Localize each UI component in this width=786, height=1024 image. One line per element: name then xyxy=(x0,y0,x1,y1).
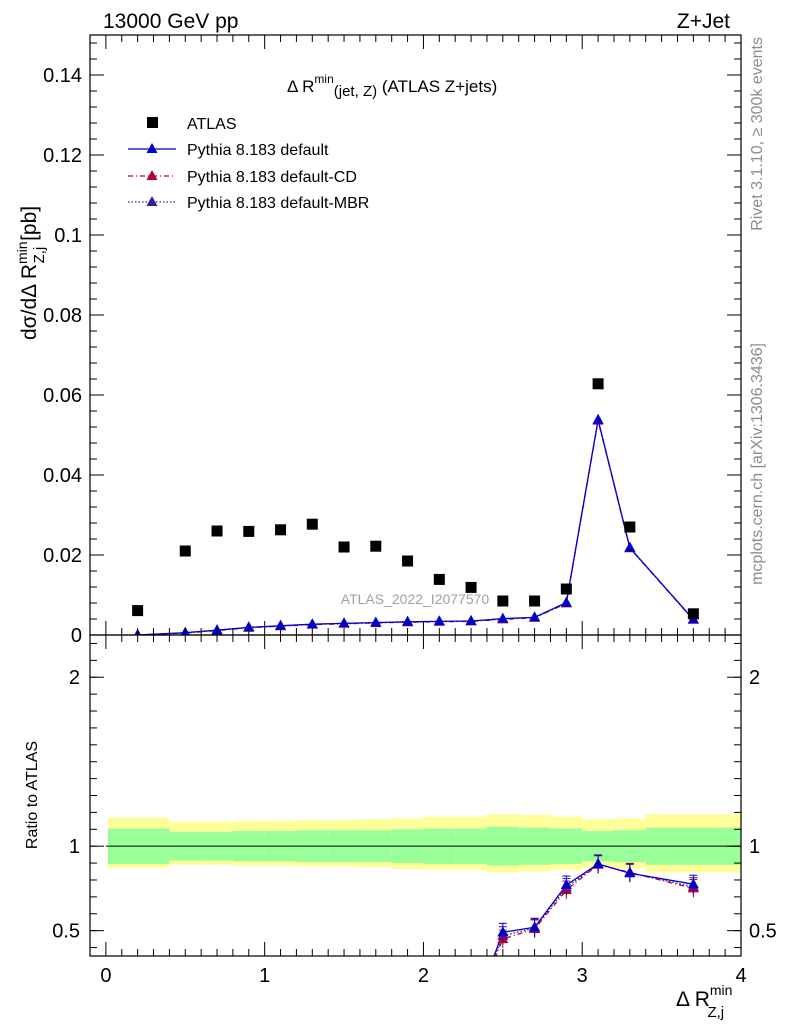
x-tick-label: 4 xyxy=(735,965,746,987)
legend: ATLAS Pythia 8.183 default Pythia 8.183 … xyxy=(128,116,369,212)
ratio-y-tick-label: 0.5 xyxy=(52,921,80,943)
main-point-atlas xyxy=(370,540,382,552)
main-point-atlas xyxy=(433,573,445,585)
main-plot-area xyxy=(132,378,699,635)
main-point-default xyxy=(306,618,318,629)
rivet-version-text: Rivet 3.1.10, ≥ 300k events xyxy=(749,37,766,231)
main-point-default xyxy=(243,621,255,632)
main-point-default xyxy=(624,541,636,552)
main-y-tick-label: 0.1 xyxy=(54,225,82,247)
ylabel-sub: Z,j xyxy=(31,247,48,264)
main-point-default xyxy=(529,611,541,622)
analysis-watermark: ATLAS_2022_I2077570 xyxy=(341,591,490,607)
ratio-point-default xyxy=(560,879,572,890)
main-point-default xyxy=(402,615,414,626)
main-point-atlas xyxy=(243,525,255,537)
ratio-point-default xyxy=(687,878,699,889)
ylabel-sup: min xyxy=(14,241,30,264)
main-point-default xyxy=(433,615,445,626)
x-tick-label: 2 xyxy=(418,965,429,987)
main-point-default xyxy=(592,413,604,424)
main-y-tick-label: 0.06 xyxy=(43,385,82,407)
ratio-point-default xyxy=(624,867,636,878)
ratio-y-axis-label: Ratio to ATLAS xyxy=(24,741,41,849)
ratio-y-tick-label-right: 1 xyxy=(749,836,760,858)
main-point-default xyxy=(560,596,572,607)
legend-label-cd: Pythia 8.183 default-CD xyxy=(187,169,357,186)
main-y-tick-label: 0.14 xyxy=(43,65,82,87)
main-point-atlas xyxy=(402,555,414,567)
main-point-atlas xyxy=(306,518,318,530)
ratio-series-line-mbr xyxy=(494,863,694,956)
ratio-y-tick-label: 1 xyxy=(69,836,80,858)
ratio-series-line-default xyxy=(493,863,694,956)
legend-marker-default xyxy=(146,143,158,153)
title-sup: min xyxy=(314,72,333,86)
main-y-tick-label: 0.02 xyxy=(43,545,82,567)
ylabel-post: [pb] xyxy=(18,206,41,247)
mcplots-reference-text: mcplots.cern.ch [arXiv:1306.3436] xyxy=(749,343,766,585)
x-axis-label: Δ Rmin Z,j xyxy=(676,982,732,1021)
main-point-atlas xyxy=(338,541,350,553)
main-y-axis-label: dσ/dΔ RminZ,j [pb] xyxy=(14,206,48,340)
x-tick-label: 3 xyxy=(577,965,588,987)
xlabel-main: Δ R xyxy=(676,988,710,1011)
main-point-default xyxy=(465,615,477,625)
ratio-plot-area xyxy=(105,814,741,956)
legend-label-mbr: Pythia 8.183 default-MBR xyxy=(187,195,369,212)
ratio-y-tick-label-right: 2 xyxy=(749,667,760,689)
legend-marker-atlas xyxy=(147,117,158,128)
main-point-atlas xyxy=(179,545,191,557)
main-point-atlas xyxy=(529,595,541,607)
main-point-atlas xyxy=(497,595,509,607)
legend-label-default: Pythia 8.183 default xyxy=(187,142,329,159)
title-sub: (jet, Z) xyxy=(334,83,377,100)
ratio-frame xyxy=(89,634,742,957)
main-plot-title: Δ Rmin(jet, Z) (ATLAS Z+jets) xyxy=(287,72,497,100)
legend-marker-mbr xyxy=(146,196,158,206)
ratio-point-default xyxy=(497,926,509,937)
main-point-atlas xyxy=(624,521,636,533)
ratio-y-tick-label: 2 xyxy=(69,667,80,689)
main-point-default xyxy=(370,616,382,627)
main-point-atlas xyxy=(132,605,144,617)
main-y-tick-label: 0.12 xyxy=(43,145,82,167)
main-point-atlas xyxy=(560,583,572,595)
main-point-atlas xyxy=(211,525,223,537)
main-point-atlas xyxy=(592,378,604,390)
ratio-point-default xyxy=(592,857,604,868)
x-tick-label: 0 xyxy=(100,965,111,987)
header-left: 13000 GeV pp xyxy=(103,10,238,33)
legend-marker-cd xyxy=(146,170,158,180)
xlabel-sub: Z,j xyxy=(707,1004,724,1021)
title-main: Δ R xyxy=(287,77,314,96)
main-point-atlas xyxy=(687,608,699,620)
main-point-atlas xyxy=(275,524,287,536)
main-point-default xyxy=(275,619,287,630)
header-right: Z+Jet xyxy=(677,10,730,33)
title-tail: (ATLAS Z+jets) xyxy=(377,77,497,96)
ylabel-pre: dσ/dΔ R xyxy=(18,264,41,340)
main-y-tick-label: 0.08 xyxy=(43,305,82,327)
xlabel-sup: min xyxy=(710,982,733,998)
main-point-default xyxy=(338,617,350,628)
main-y-tick-label: 0.04 xyxy=(43,465,82,487)
ratio-y-tick-label-right: 0.5 xyxy=(749,921,777,943)
main-point-atlas xyxy=(465,581,477,593)
main-point-default xyxy=(497,612,509,623)
x-tick-label: 1 xyxy=(259,965,270,987)
main-y-tick-label: 0 xyxy=(71,625,82,647)
ratio-point-default xyxy=(529,921,541,932)
legend-label-atlas: ATLAS xyxy=(187,116,237,133)
